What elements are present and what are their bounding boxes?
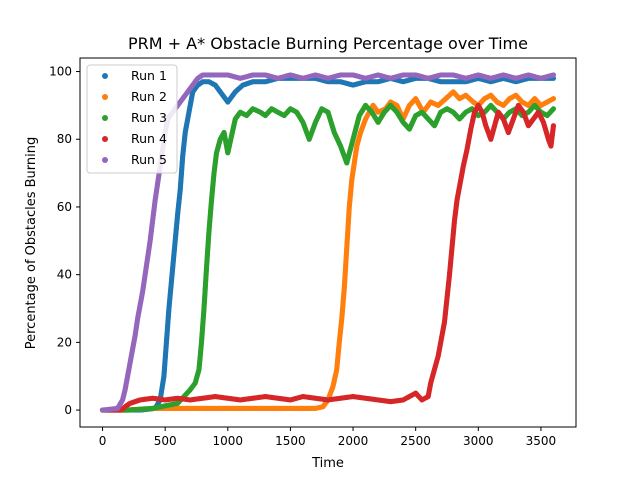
x-tick-label: 2500: [400, 434, 431, 448]
legend-box: [86, 64, 178, 174]
y-tick-label: 80: [57, 132, 72, 146]
x-tick-label: 1500: [275, 434, 306, 448]
data-point: [550, 106, 557, 112]
x-axis-ticks: 0 500 1000 1500 2000 2500 3000 3500: [99, 427, 556, 448]
plot-marks: [99, 72, 557, 413]
y-axis-label: Percentage of Obstacles Burning: [24, 137, 39, 350]
legend-label-run-2: Run 2: [131, 89, 167, 104]
series-run-4: [99, 102, 557, 413]
series-run-3: [99, 102, 557, 413]
legend-marker-run-5: [102, 157, 108, 163]
data-point: [550, 123, 557, 129]
x-axis-label: Time: [311, 456, 344, 471]
y-tick-label: 40: [57, 268, 72, 282]
legend-item-run-2: Run 2: [102, 89, 167, 104]
y-tick-label: 20: [57, 335, 72, 349]
legend-item-run-5: Run 5: [102, 152, 167, 167]
x-tick-label: 500: [154, 434, 177, 448]
x-tick-label: 3500: [526, 434, 557, 448]
x-tick-label: 3000: [463, 434, 494, 448]
legend-item-run-3: Run 3: [102, 110, 167, 125]
legend-label-run-1: Run 1: [131, 68, 167, 83]
series-run-5: [99, 72, 557, 413]
y-tick-label: 100: [49, 65, 72, 79]
chart-title: PRM + A* Obstacle Burning Percentage ove…: [128, 34, 528, 53]
data-point: [550, 72, 557, 78]
legend-marker-run-1: [102, 73, 108, 79]
x-tick-label: 0: [99, 434, 107, 448]
legend-marker-run-4: [102, 136, 108, 142]
axes-frame: [79, 57, 577, 428]
x-tick-label: 2000: [338, 434, 369, 448]
legend: Run 1 Run 2 Run 3 Run 4 Run 5: [86, 64, 178, 174]
legend-marker-run-3: [102, 115, 108, 121]
data-point: [550, 96, 557, 102]
y-tick-label: 0: [64, 403, 72, 417]
y-axis-ticks: 0 20 40 60 80 100: [49, 65, 80, 417]
legend-label-run-4: Run 4: [131, 131, 167, 146]
legend-label-run-5: Run 5: [131, 152, 167, 167]
legend-label-run-3: Run 3: [131, 110, 167, 125]
legend-marker-run-2: [102, 94, 108, 100]
y-tick-label: 60: [57, 200, 72, 214]
legend-item-run-1: Run 1: [102, 68, 167, 83]
x-tick-label: 1000: [213, 434, 244, 448]
legend-item-run-4: Run 4: [102, 131, 167, 146]
